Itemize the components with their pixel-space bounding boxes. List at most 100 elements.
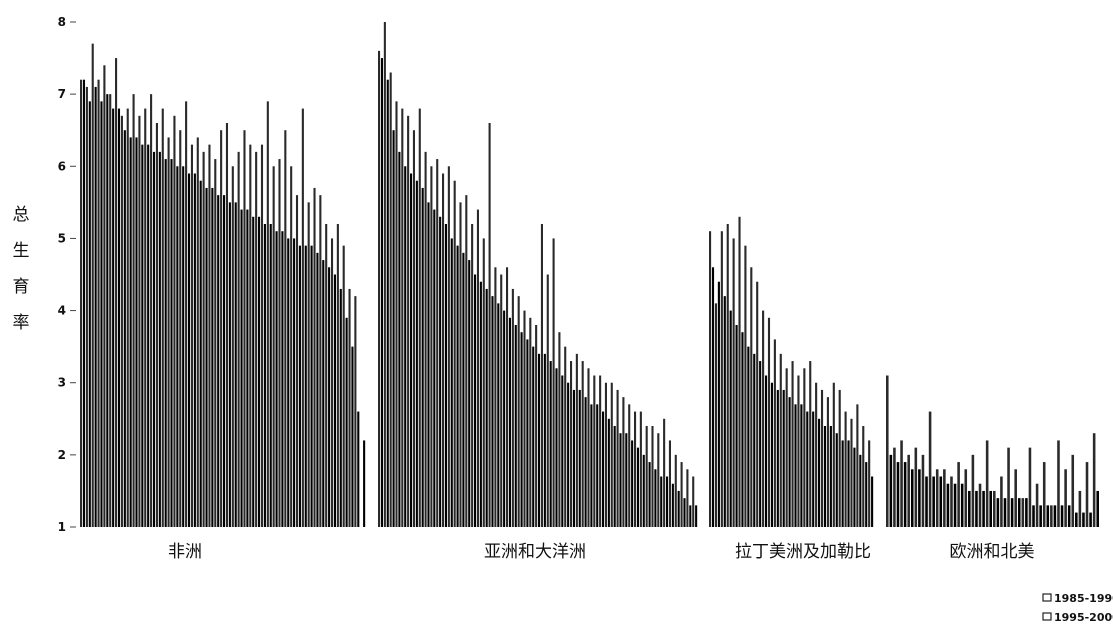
bar-1985-1990: [1021, 498, 1025, 527]
bar-1995-2000: [199, 180, 202, 527]
bar-1985-1990: [1057, 440, 1060, 527]
bar-1985-1990: [1064, 469, 1067, 527]
y-axis-ticks: 1 2 3 4 5 6 7 8: [58, 15, 76, 534]
bar-1995-2000: [398, 151, 401, 528]
bar-1995-2000: [240, 209, 243, 527]
bar-1985-1990: [126, 108, 129, 527]
bar-1995-2000: [328, 267, 331, 527]
bar-1995-2000: [584, 397, 587, 527]
bar-1995-2000: [889, 454, 893, 527]
bar-1995-2000: [1025, 498, 1028, 527]
bar-1985-1990: [103, 65, 106, 527]
bar-1995-2000: [491, 296, 494, 527]
bar-1985-1990: [506, 267, 509, 527]
bar-1995-2000: [129, 137, 132, 527]
bar-1985-1990: [978, 483, 982, 527]
bar-1995-2000: [543, 353, 546, 527]
bar-1995-2000: [176, 166, 179, 528]
bar-1985-1990: [668, 440, 671, 527]
legend-label: 1985-1990: [1054, 592, 1113, 605]
bar-1985-1990: [844, 411, 847, 527]
bar-1995-2000: [456, 245, 459, 527]
bar-1985-1990: [893, 447, 896, 527]
bar-1995-2000: [683, 498, 686, 527]
bar-1985-1990: [826, 397, 829, 527]
bar-1995-2000: [152, 151, 156, 528]
bar-1995-2000: [1003, 498, 1007, 527]
bar-1995-2000: [555, 368, 558, 527]
bar-1995-2000: [788, 397, 791, 527]
bar-1995-2000: [625, 433, 628, 527]
bar-1985-1990: [179, 130, 182, 527]
y-tick-label: 4: [58, 304, 66, 318]
bar-1985-1990: [540, 224, 543, 527]
bar-1985-1990: [1007, 447, 1010, 527]
bar-1995-2000: [223, 195, 226, 527]
bar-1995-2000: [939, 476, 943, 527]
bar-1985-1990: [900, 440, 903, 527]
bar-1995-2000: [444, 224, 447, 527]
bar-1985-1990: [935, 469, 939, 527]
bar-1995-2000: [538, 353, 541, 527]
bar-1995-2000: [100, 101, 103, 528]
bar-1995-2000: [572, 389, 575, 527]
bar-1985-1990: [442, 173, 445, 527]
bar-1985-1990: [418, 108, 421, 527]
bar-1995-2000: [871, 476, 874, 527]
bar-1985-1990: [424, 151, 427, 528]
bar-1995-2000: [654, 469, 657, 527]
bar-1995-2000: [1082, 512, 1085, 527]
bar-1995-2000: [88, 101, 91, 528]
bar-1985-1990: [862, 426, 865, 527]
bar-1985-1990: [517, 296, 520, 527]
bar-1985-1990: [674, 454, 677, 527]
bar-1995-2000: [932, 476, 935, 527]
bar-1985-1990: [173, 115, 176, 527]
bar-1995-2000: [193, 173, 196, 527]
bar-1985-1990: [313, 187, 316, 527]
bar-1995-2000: [164, 159, 167, 527]
bar-1995-2000: [304, 245, 307, 527]
bar-1995-2000: [835, 433, 838, 527]
bar-1985-1990: [714, 303, 718, 527]
bar-1985-1990: [395, 101, 398, 528]
bar-1985-1990: [651, 426, 654, 527]
bar-1985-1990: [657, 433, 660, 527]
y-axis-label-char: 总: [13, 205, 30, 225]
bar-1995-2000: [514, 325, 517, 527]
bar-1995-2000: [298, 245, 301, 527]
bar-1985-1990: [459, 202, 462, 528]
bar-1995-2000: [689, 505, 692, 527]
bar-1985-1990: [500, 274, 503, 527]
bar-1985-1990: [85, 86, 88, 528]
bar-1985-1990: [161, 108, 164, 527]
bar-1995-2000: [363, 440, 366, 527]
y-tick-label: 2: [58, 448, 66, 462]
bar-1985-1990: [249, 144, 252, 527]
bar-1985-1990: [354, 296, 357, 527]
bar-1985-1990: [91, 43, 94, 527]
bar-1995-2000: [1067, 505, 1071, 527]
bar-1985-1990: [144, 108, 147, 527]
bar-1985-1990: [756, 281, 759, 527]
bar-1995-2000: [735, 325, 738, 527]
bar-1995-2000: [794, 404, 797, 527]
bar-1995-2000: [975, 490, 978, 527]
bar-1995-2000: [578, 389, 581, 527]
bar-1985-1990: [272, 166, 275, 528]
bar-1985-1990: [709, 231, 712, 527]
bar-1985-1990: [80, 79, 83, 528]
bar-1985-1990: [436, 159, 439, 527]
bar-1985-1990: [558, 332, 561, 527]
bar-1985-1990: [196, 137, 199, 527]
bar-1985-1990: [907, 454, 910, 527]
bar-1995-2000: [410, 173, 413, 527]
bar-1995-2000: [94, 86, 97, 528]
bar-1995-2000: [590, 404, 593, 527]
bar-1985-1990: [430, 166, 433, 528]
bar-1985-1990: [185, 101, 188, 528]
bar-1995-2000: [1032, 505, 1035, 527]
bar-1995-2000: [333, 274, 336, 527]
bar-1985-1990: [208, 144, 211, 527]
